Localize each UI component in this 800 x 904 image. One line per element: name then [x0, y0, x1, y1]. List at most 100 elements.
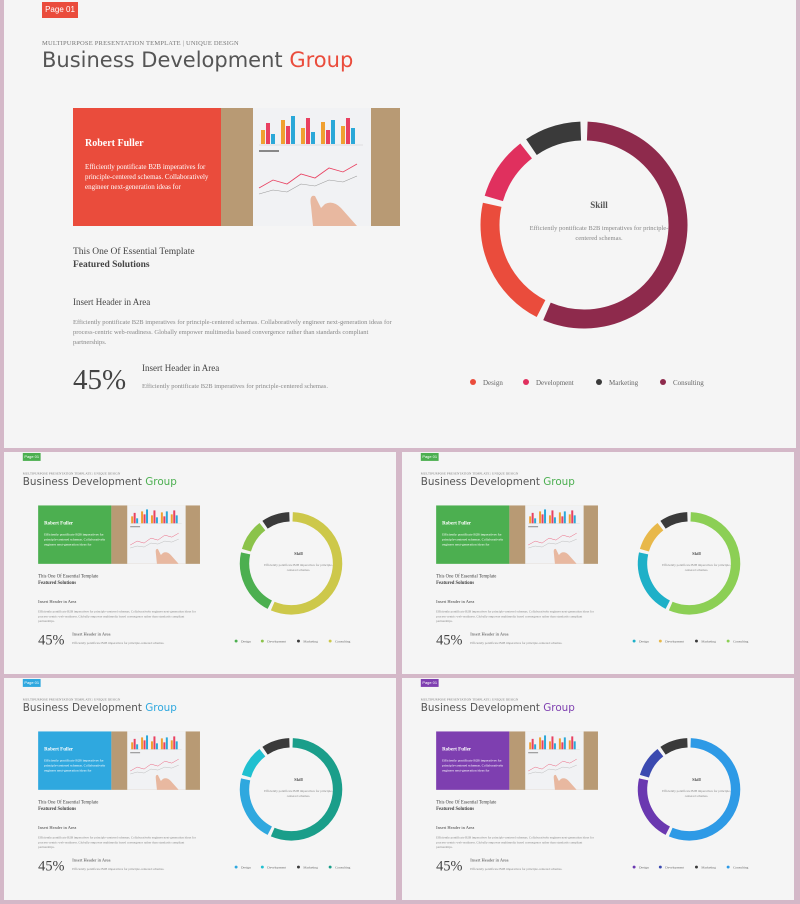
legend-dot — [658, 865, 662, 869]
legend-item-development: Development — [658, 865, 684, 870]
chart-legend: Design Development Marketing Consulting — [464, 379, 724, 393]
skill-text: Efficiently pontificate B2B imperatives … — [662, 789, 731, 798]
legend-item-design: Design — [234, 639, 251, 644]
essential-line1: This One Of Essential Template — [38, 800, 99, 806]
legend-label: Design — [639, 639, 649, 644]
percent-header: Insert Header in Area — [142, 363, 220, 373]
legend-label: Consulting — [733, 865, 749, 870]
slide-title: Business Development Group — [23, 476, 177, 488]
skill-title: Skill — [692, 550, 701, 556]
donut-segment-design — [239, 778, 273, 835]
donut-segment-consulting — [668, 512, 741, 615]
title-accent: Group — [543, 701, 575, 714]
paper-chart-image — [127, 731, 186, 790]
percent-value: 45% — [436, 858, 463, 874]
essential-text: This One Of Essential Template Featured … — [38, 574, 98, 587]
chart-legend: Design Development Marketing Consulting — [630, 640, 759, 647]
legend-item-development: Development — [658, 639, 684, 644]
donut-segment-marketing — [660, 738, 688, 755]
legend-label: Marketing — [303, 639, 318, 644]
legend-item-design: Design — [632, 865, 649, 870]
donut-segment-development — [639, 522, 664, 552]
percent-header: Insert Header in Area — [470, 857, 509, 863]
legend-dot — [632, 865, 636, 869]
donut-segment-design — [480, 202, 546, 318]
essential-line1: This One Of Essential Template — [73, 247, 195, 257]
card-text: Efficiently pontificate B2B imperatives … — [44, 758, 106, 773]
photo-bars — [529, 735, 576, 750]
photo-chart-graphic — [528, 735, 580, 790]
card-text: Efficiently pontificate B2B imperatives … — [85, 163, 209, 191]
essential-line1: This One Of Essential Template — [436, 800, 497, 806]
legend-label: Development — [665, 865, 684, 870]
legend-dot — [260, 639, 264, 643]
profile-card: Robert Fuller Efficiently pontificate B2… — [436, 731, 510, 790]
skill-donut-chart — [480, 121, 688, 329]
legend-dot — [726, 865, 730, 869]
legend-item-marketing: Marketing — [596, 379, 638, 387]
legend-label: Design — [241, 865, 251, 870]
paper-chart-image — [525, 731, 584, 790]
slide-title: Business Development Group — [42, 48, 353, 72]
essential-line2: Featured Solutions — [436, 580, 475, 586]
legend-label: Consulting — [733, 639, 749, 644]
card-name: Robert Fuller — [44, 520, 74, 526]
essential-line2: Featured Solutions — [38, 806, 77, 812]
paper-chart-image — [127, 505, 186, 564]
skill-donut-chart — [637, 738, 741, 841]
page-tag: Page 01 — [420, 452, 439, 461]
section-header: Insert Header in Area — [436, 598, 475, 604]
legend-dot — [470, 379, 476, 386]
legend-label: Design — [241, 639, 251, 644]
legend-dot — [234, 639, 238, 643]
legend-dot — [596, 379, 602, 386]
skill-text: Efficiently pontificate B2B imperatives … — [662, 563, 731, 572]
legend-item-consulting: Consulting — [726, 865, 749, 870]
donut-segment-marketing — [262, 738, 290, 755]
legend-dot — [234, 865, 238, 869]
legend-dot — [328, 865, 332, 869]
slide-main: Page 01 MULTIPURPOSE PRESENTATION TEMPLA… — [4, 0, 796, 448]
skill-title: Skill — [294, 550, 303, 556]
slide-title: Business Development Group — [421, 702, 575, 714]
section-body: Efficiently pontificate B2B imperatives … — [73, 319, 392, 346]
legend-item-consulting: Consulting — [660, 379, 704, 387]
donut-segment-marketing — [262, 512, 290, 529]
skill-title: Skill — [590, 200, 608, 210]
donut-segment-marketing — [526, 121, 582, 156]
legend-item-development: Development — [523, 379, 574, 387]
slide-title: Business Development Group — [23, 702, 177, 714]
essential-line1: This One Of Essential Template — [38, 574, 99, 580]
profile-card: Robert Fuller Efficiently pontificate B2… — [436, 505, 510, 564]
skill-donut-chart — [637, 512, 741, 615]
legend-item-development: Development — [260, 639, 286, 644]
legend-dot — [296, 639, 300, 643]
paper-chart-image — [253, 108, 371, 226]
page-tag: Page 01 — [420, 678, 439, 687]
slide-title: Business Development Group — [421, 476, 575, 488]
legend-label: Development — [665, 639, 684, 644]
title-accent: Group — [145, 475, 177, 488]
profile-card: Robert Fuller Efficiently pontificate B2… — [38, 731, 112, 790]
photo-bars — [131, 509, 178, 524]
chart-photo-image — [509, 731, 598, 790]
section-header: Insert Header in Area — [38, 824, 77, 830]
legend-label: Design — [639, 865, 649, 870]
legend-label: Marketing — [609, 379, 639, 387]
skill-text: Efficiently pontificate B2B imperatives … — [264, 789, 333, 798]
legend-item-consulting: Consulting — [328, 640, 350, 644]
section-body: Efficiently pontificate B2B imperatives … — [38, 609, 196, 624]
slide-subtitle: MULTIPURPOSE PRESENTATION TEMPLATE | UNI… — [42, 40, 239, 47]
title-accent: Group — [289, 48, 354, 72]
legend-dot — [296, 865, 300, 869]
donut-segment-development — [241, 522, 266, 552]
donut-segment-marketing — [660, 512, 688, 529]
section-header: Insert Header in Area — [436, 824, 475, 830]
percent-body: Efficiently pontificate B2B imperatives … — [72, 867, 165, 872]
card-name: Robert Fuller — [442, 746, 472, 752]
chart-legend: Design Development Marketing Consulting — [232, 866, 361, 873]
donut-segment-consulting — [543, 121, 688, 329]
legend-dot — [694, 639, 698, 643]
legend-item-marketing: Marketing — [694, 866, 716, 870]
essential-text: This One Of Essential Template Featured … — [436, 800, 496, 813]
